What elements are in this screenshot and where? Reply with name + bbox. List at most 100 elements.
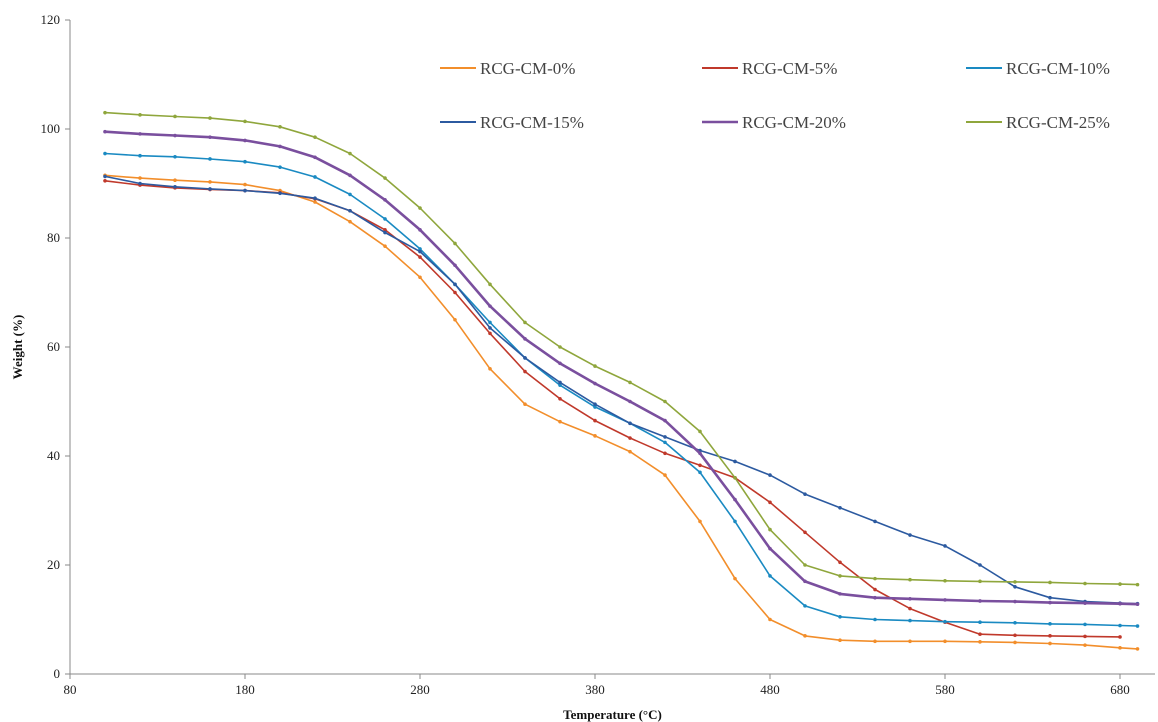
- y-tick-label: 20: [47, 557, 60, 572]
- series-RCG-CM-20%: [103, 129, 1140, 607]
- data-point: [1083, 634, 1087, 639]
- data-point: [593, 364, 597, 368]
- data-point: [418, 206, 422, 210]
- data-point: [488, 326, 492, 330]
- data-point: [908, 533, 912, 537]
- data-point: [488, 304, 492, 308]
- axes: [65, 19, 1155, 679]
- data-point: [208, 187, 212, 191]
- data-point: [418, 228, 422, 232]
- data-point: [873, 595, 877, 600]
- data-point: [873, 519, 877, 524]
- data-point: [1083, 581, 1087, 586]
- data-point: [103, 174, 107, 179]
- data-point: [908, 606, 912, 611]
- legend-item: RCG-CM-15%: [440, 113, 584, 132]
- data-point: [488, 282, 492, 287]
- legend-label: RCG-CM-25%: [1006, 113, 1110, 132]
- data-point: [733, 497, 737, 502]
- data-point: [593, 402, 597, 407]
- legend-item: RCG-CM-10%: [966, 59, 1110, 78]
- data-point: [978, 599, 982, 603]
- data-point: [1083, 622, 1087, 627]
- data-point: [768, 473, 772, 477]
- data-point: [138, 132, 142, 136]
- data-point: [943, 544, 947, 548]
- data-point: [383, 217, 387, 221]
- data-point: [1013, 599, 1017, 604]
- legend-label: RCG-CM-5%: [742, 59, 837, 78]
- data-point: [278, 144, 282, 149]
- data-point: [803, 579, 807, 584]
- data-point: [698, 519, 702, 524]
- legend-item: RCG-CM-20%: [702, 113, 846, 132]
- x-tick-label: 680: [1110, 682, 1130, 697]
- data-point: [733, 519, 737, 524]
- data-point: [908, 577, 912, 582]
- data-point: [278, 125, 282, 129]
- x-tick-label: 380: [585, 682, 605, 697]
- data-point: [978, 620, 982, 625]
- data-point: [208, 135, 212, 139]
- data-point: [838, 592, 842, 596]
- data-point: [418, 249, 422, 254]
- data-point: [453, 241, 457, 246]
- y-tick-label: 100: [41, 121, 61, 136]
- data-point: [558, 419, 562, 424]
- data-point: [173, 184, 177, 189]
- data-point: [558, 396, 562, 401]
- data-point: [978, 563, 982, 567]
- y-tick-label: 0: [54, 666, 61, 681]
- data-point: [803, 563, 807, 567]
- data-point: [663, 451, 667, 456]
- data-point: [138, 153, 142, 158]
- data-point: [1135, 647, 1140, 651]
- data-point: [208, 116, 212, 120]
- data-point: [243, 182, 247, 187]
- data-point: [313, 196, 317, 201]
- series-RCG-CM-10%: [103, 151, 1140, 628]
- data-point: [103, 151, 107, 156]
- data-point: [208, 157, 212, 161]
- data-point: [628, 421, 632, 426]
- data-point: [908, 639, 912, 644]
- data-point: [313, 135, 317, 139]
- data-point: [1048, 622, 1052, 626]
- data-point: [838, 638, 842, 643]
- data-point: [348, 192, 352, 197]
- y-tick-label: 60: [47, 339, 60, 354]
- data-point: [593, 381, 597, 386]
- data-point: [593, 434, 597, 438]
- data-point: [628, 436, 632, 440]
- data-point: [1048, 580, 1052, 585]
- y-tick-label: 40: [47, 448, 60, 463]
- data-point: [943, 579, 947, 583]
- data-point: [418, 247, 422, 251]
- x-tick-label: 80: [64, 682, 77, 697]
- data-point: [838, 560, 842, 565]
- legend-label: RCG-CM-0%: [480, 59, 575, 78]
- data-point: [103, 178, 107, 183]
- data-point: [243, 188, 247, 193]
- data-point: [733, 459, 737, 464]
- legend-item: RCG-CM-5%: [702, 59, 837, 78]
- data-point: [768, 500, 772, 505]
- legend-item: RCG-CM-25%: [966, 113, 1110, 132]
- series-RCG-CM-5%: [103, 178, 1122, 639]
- data-point: [838, 614, 842, 619]
- data-point: [383, 230, 387, 235]
- data-point: [453, 290, 457, 295]
- data-point: [628, 380, 632, 385]
- data-point: [313, 175, 317, 179]
- data-point: [768, 574, 772, 578]
- data-point: [733, 476, 737, 480]
- data-point: [558, 345, 562, 349]
- data-point: [1118, 623, 1122, 628]
- data-point: [558, 383, 562, 387]
- data-point: [663, 473, 667, 477]
- x-tick-label: 280: [410, 682, 430, 697]
- data-point: [873, 576, 877, 581]
- series-RCG-CM-15%: [103, 174, 1140, 606]
- data-point: [243, 159, 247, 164]
